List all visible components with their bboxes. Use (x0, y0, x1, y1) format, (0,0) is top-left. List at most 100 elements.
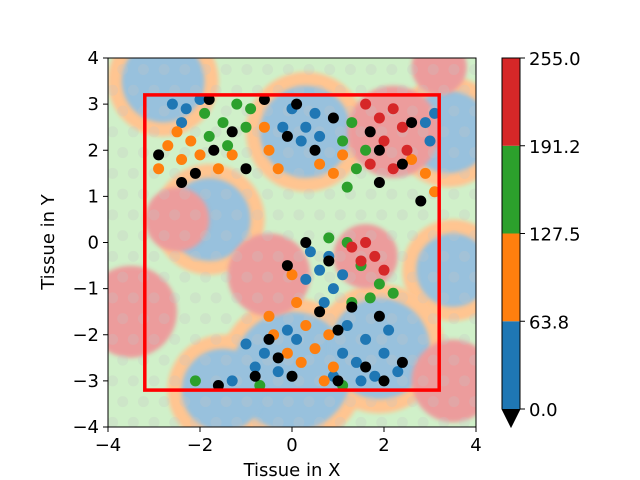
background-dot (324, 313, 336, 325)
background-dot (127, 250, 139, 262)
background-dot (108, 292, 119, 304)
data-point (153, 163, 165, 175)
background-dot (314, 416, 326, 427)
data-point (383, 324, 395, 336)
data-point (226, 126, 238, 138)
background-dot (459, 167, 470, 179)
background-dot (396, 375, 408, 387)
background-dot (314, 250, 326, 262)
data-point (401, 144, 413, 156)
data-point (318, 375, 330, 387)
background-dot (169, 416, 181, 427)
colorbar-extend-triangle (502, 409, 520, 427)
background-dot (220, 354, 232, 366)
data-point (185, 135, 197, 147)
background-dot (448, 64, 460, 76)
background-dot (108, 250, 119, 262)
background-dot (427, 230, 439, 242)
background-dot (200, 64, 212, 76)
background-dot (189, 333, 201, 345)
background-dot (386, 64, 398, 76)
background-dot (417, 375, 429, 387)
background-blob (416, 233, 476, 307)
data-point (295, 356, 307, 368)
background-dot (252, 416, 263, 427)
data-point (281, 260, 293, 272)
y-tick-label: 1 (88, 186, 99, 207)
background-blob (411, 58, 467, 95)
data-point (277, 121, 289, 133)
background-dot (117, 354, 129, 366)
roi-rectangle (143, 93, 441, 392)
data-point (360, 333, 372, 345)
background-dot (334, 416, 346, 427)
background-dot (459, 126, 470, 138)
background-dot (158, 188, 170, 200)
background-dot (252, 167, 263, 179)
background-dot (407, 230, 419, 242)
background-dot (158, 271, 170, 283)
colorbar-tick-label: 191.2 (529, 137, 581, 158)
background-dot (272, 250, 284, 262)
background-dot (417, 250, 429, 262)
data-point (176, 153, 188, 165)
data-point (291, 333, 303, 345)
background-dot (117, 313, 129, 325)
background-dot (200, 271, 212, 283)
data-point (350, 163, 362, 175)
x-axis: −4 −2 0 2 4 (95, 427, 482, 456)
data-point (419, 167, 431, 179)
background-dot (117, 230, 129, 242)
data-point (337, 269, 349, 281)
data-points (153, 94, 441, 391)
background-dot (376, 209, 388, 221)
data-point (258, 94, 270, 106)
data-point (373, 112, 385, 124)
colorbar-segment (502, 58, 520, 146)
background-dot (324, 271, 336, 283)
data-point (424, 135, 436, 147)
data-point (203, 130, 215, 142)
data-point (291, 98, 303, 110)
background-dot (108, 375, 119, 387)
background-dot (344, 64, 356, 76)
data-point (373, 144, 385, 156)
background-dot (210, 209, 222, 221)
background-dot (241, 188, 253, 200)
background-dot (252, 84, 263, 96)
background-dot (427, 64, 439, 76)
background-dot (417, 333, 429, 345)
background-dot (396, 333, 408, 345)
data-point (208, 144, 220, 156)
background-dot (231, 84, 243, 96)
background-dot (127, 416, 139, 427)
background-dot (448, 188, 460, 200)
background-dot (324, 188, 336, 200)
background-dot (148, 84, 160, 96)
background-dot (179, 354, 191, 366)
data-point (254, 379, 266, 391)
background-dot (438, 416, 450, 427)
background-dot (386, 188, 398, 200)
data-point (429, 186, 441, 198)
background-dot (148, 375, 160, 387)
colorbar-segment (502, 145, 520, 234)
colorbar-segment (502, 321, 520, 409)
background-dot (417, 416, 429, 427)
data-point (373, 177, 385, 189)
background-dot (314, 209, 326, 221)
background-dot (272, 375, 284, 387)
background-dot (376, 167, 388, 179)
background-dot (314, 84, 326, 96)
background-dot (438, 209, 450, 221)
data-point (327, 112, 339, 124)
background-dot (438, 375, 450, 387)
background-dot (293, 209, 305, 221)
background-dot (169, 250, 181, 262)
background-dot (459, 209, 470, 221)
background-dot (407, 354, 419, 366)
background-dot (169, 209, 181, 221)
data-point (378, 375, 390, 387)
data-point (373, 310, 385, 322)
